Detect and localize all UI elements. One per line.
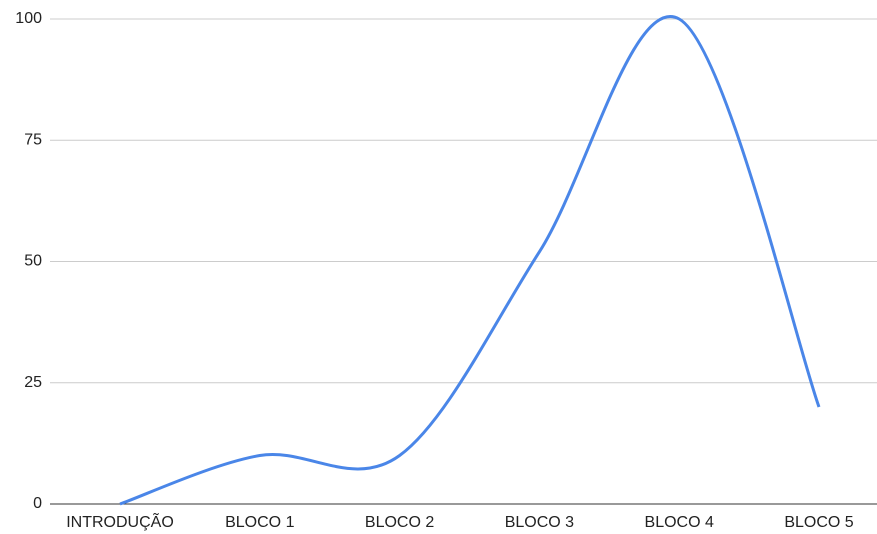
x-tick-label: BLOCO 5 bbox=[784, 514, 853, 531]
y-tick-label: 0 bbox=[33, 495, 42, 512]
x-tick-label: BLOCO 2 bbox=[365, 514, 434, 531]
y-tick-label: 75 bbox=[24, 131, 42, 148]
x-tick-label: INTRODUÇÃO bbox=[66, 511, 174, 531]
x-tick-label: BLOCO 1 bbox=[225, 514, 294, 531]
y-tick-label: 25 bbox=[24, 374, 42, 391]
y-tick-label: 100 bbox=[15, 10, 42, 27]
x-tick-label: BLOCO 3 bbox=[505, 514, 574, 531]
x-tick-label: BLOCO 4 bbox=[645, 514, 714, 531]
y-tick-label: 50 bbox=[24, 253, 42, 270]
line bbox=[119, 15, 821, 506]
